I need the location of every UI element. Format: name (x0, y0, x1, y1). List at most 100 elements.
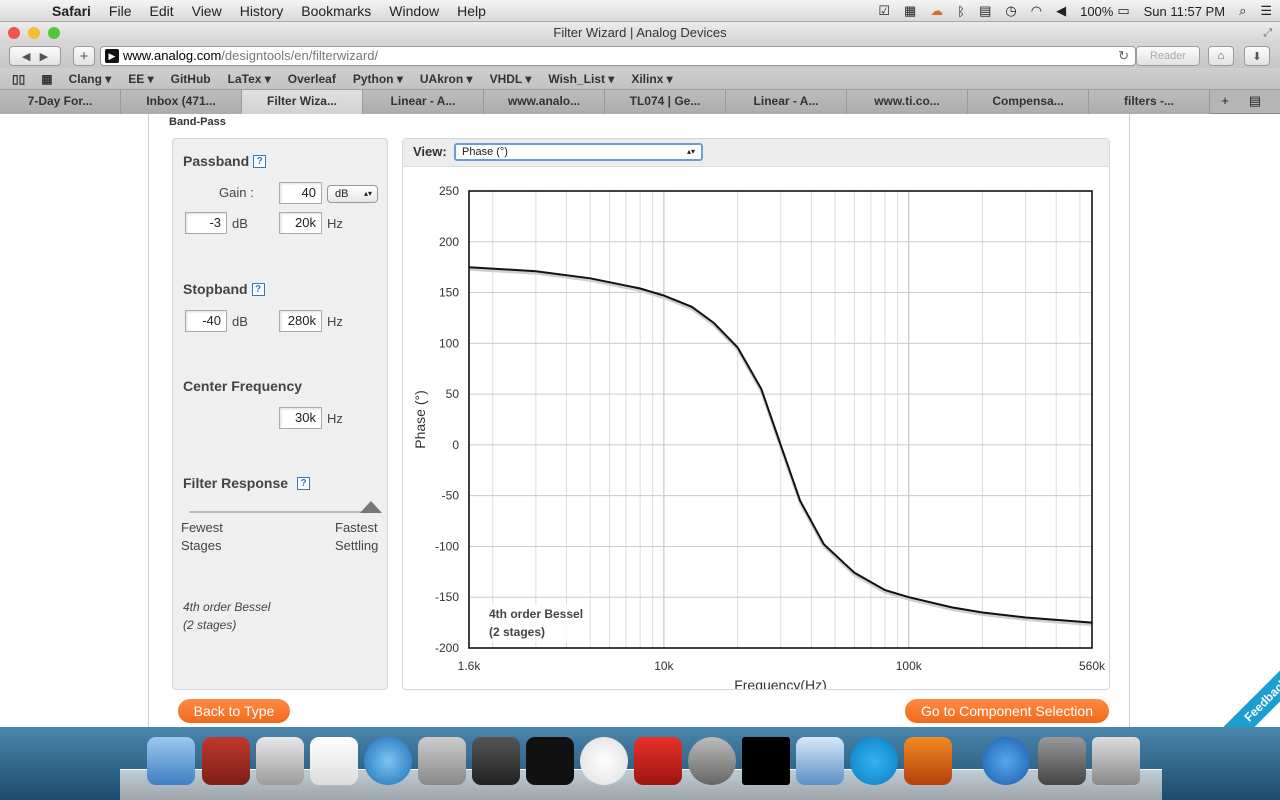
ytick-label: 200 (439, 235, 459, 249)
notification-center-icon[interactable]: ☰ (1260, 3, 1272, 18)
password-app-icon[interactable] (310, 737, 358, 785)
reload-icon[interactable]: ↻ (1118, 48, 1129, 63)
tab-7day-forecast[interactable]: 7-Day For... (0, 90, 121, 114)
filter-response-slider-track[interactable] (189, 511, 375, 513)
menu-app[interactable]: Safari (52, 2, 91, 19)
photos-stack-icon[interactable] (1038, 737, 1086, 785)
help-icon[interactable]: ? (253, 155, 267, 168)
terminal-icon[interactable] (526, 737, 574, 785)
forward-arrow-icon[interactable]: ▶ (39, 50, 49, 63)
activity-monitor-icon[interactable] (742, 737, 790, 785)
tab-compensation[interactable]: Compensa... (968, 90, 1089, 114)
grid-app-icon[interactable]: ▦ (904, 3, 917, 18)
clock[interactable]: Sun 11:57 PM (1143, 3, 1226, 19)
keyboard-icon[interactable]: ▤ (979, 3, 992, 18)
xilinx-icon[interactable] (634, 737, 682, 785)
matlab-icon[interactable] (904, 737, 952, 785)
battery-percent[interactable]: 100% (1080, 3, 1114, 19)
skype-icon[interactable] (850, 737, 898, 785)
center-frequency-input[interactable]: 30k (279, 407, 322, 429)
menu-history[interactable]: History (239, 2, 284, 19)
sublime-text-icon[interactable] (472, 737, 520, 785)
downloads-icon[interactable]: ⬇ (1244, 46, 1270, 66)
passband-frequency-input[interactable]: 20k (279, 212, 322, 234)
stopband-frequency-input[interactable]: 280k (279, 310, 322, 332)
tab-linear-1[interactable]: Linear - A... (363, 90, 484, 114)
finder-icon[interactable] (147, 737, 195, 785)
tab-filters[interactable]: filters -... (1089, 90, 1210, 114)
minimize-window-button[interactable] (28, 27, 40, 39)
add-tab-icon[interactable]: + (1221, 93, 1229, 108)
bluetooth-icon[interactable]: ᛒ (957, 3, 966, 19)
menu-view[interactable]: View (191, 2, 222, 19)
tab-www-ti[interactable]: www.ti.co... (847, 90, 968, 114)
tab-tl074[interactable]: TL074 | Ge... (605, 90, 726, 114)
bookmark-clang[interactable]: Clang ▾ (68, 71, 112, 86)
top-sites-icon[interactable]: ▦ (41, 71, 53, 86)
chart-ytick-labels: 250 200 150 100 50 0 -50 -100 -150 -200 (435, 184, 459, 655)
tab-www-analog[interactable]: www.analo... (484, 90, 605, 114)
xtick-label: 1.6k (458, 659, 482, 673)
network-app-icon[interactable] (796, 737, 844, 785)
gain-unit-select[interactable]: dB ▴▾ (327, 185, 378, 203)
trash-icon[interactable] (1092, 737, 1140, 785)
stopband-attenuation-input[interactable]: -40 (185, 310, 227, 332)
help-icon[interactable]: ? (297, 477, 311, 490)
wifi-icon[interactable]: ◠ (1030, 3, 1043, 18)
filter-wizard-page: Band-Pass Passband? Gain : 40 dB ▴▾ -3 dB… (148, 114, 1130, 727)
passband-attenuation-unit: dB (232, 216, 248, 231)
preview-icon[interactable] (256, 737, 304, 785)
back-to-type-button[interactable]: Back to Type (178, 699, 290, 723)
close-window-button[interactable] (8, 27, 20, 39)
volume-icon[interactable]: ◀ (1056, 3, 1067, 18)
reading-list-icon[interactable]: ▯▯ (12, 71, 26, 86)
battery-icon[interactable]: ▭ (1117, 3, 1130, 18)
time-machine-icon[interactable]: ◷ (1005, 3, 1017, 18)
view-select[interactable]: Phase (°) ▴▾ (454, 143, 703, 161)
github-icon[interactable] (580, 737, 628, 785)
passband-attenuation-input[interactable]: -3 (185, 212, 227, 234)
bookmark-overleaf[interactable]: Overleaf (287, 71, 336, 86)
gain-input[interactable]: 40 (279, 182, 322, 204)
zoom-window-button[interactable] (48, 27, 60, 39)
bookmark-python[interactable]: Python ▾ (352, 71, 403, 86)
home-icon[interactable]: ⌂ (1208, 46, 1234, 66)
spotlight-icon[interactable]: ⌕ (1239, 3, 1247, 18)
ytick-label: 150 (439, 286, 459, 300)
reader-button[interactable]: Reader (1136, 46, 1200, 66)
app-store-icon[interactable] (982, 737, 1030, 785)
dictionary-icon[interactable] (202, 737, 250, 785)
bookmark-vhdl[interactable]: VHDL ▾ (489, 71, 532, 86)
tab-inbox[interactable]: Inbox (471... (121, 90, 242, 114)
menu-bookmarks[interactable]: Bookmarks (301, 2, 372, 19)
safari-icon[interactable] (364, 737, 412, 785)
bookmark-ee[interactable]: EE ▾ (128, 71, 154, 86)
tab-overview-icon[interactable]: ▤ (1248, 93, 1262, 108)
go-to-component-selection-button[interactable]: Go to Component Selection (905, 699, 1109, 723)
ytick-label: -200 (435, 641, 459, 655)
tab-linear-2[interactable]: Linear - A... (726, 90, 847, 114)
cloud-icon[interactable]: ☁ (930, 3, 944, 18)
menu-help[interactable]: Help (457, 2, 486, 19)
feedback-tab[interactable]: Feedback (1212, 659, 1280, 727)
new-tab-button[interactable]: + (73, 46, 95, 66)
tab-filter-wizard[interactable]: Filter Wiza... (242, 90, 363, 114)
fullscreen-icon[interactable]: ⤢ (1263, 27, 1272, 39)
checkmark-icon[interactable]: ☑ (878, 3, 890, 18)
bookmark-latex[interactable]: LaTex ▾ (227, 71, 271, 86)
feedback-label[interactable]: Feedback (1215, 659, 1280, 727)
menu-window[interactable]: Window (389, 2, 440, 19)
address-bar[interactable]: ▶ www.analog.com/designtools/en/filterwi… (100, 46, 1136, 66)
system-preferences-icon[interactable] (688, 737, 736, 785)
back-forward-buttons[interactable]: ◀ ▶ (9, 46, 61, 66)
bookmark-github[interactable]: GitHub (170, 71, 211, 86)
filter-response-slider-thumb[interactable] (360, 501, 382, 513)
bookmark-wish-list[interactable]: Wish_List ▾ (548, 71, 615, 86)
calculator-icon[interactable] (418, 737, 466, 785)
help-icon[interactable]: ? (251, 283, 265, 296)
bookmark-uakron[interactable]: UAkron ▾ (419, 71, 473, 86)
menu-edit[interactable]: Edit (149, 2, 174, 19)
menu-file[interactable]: File (108, 2, 132, 19)
bookmark-xilinx[interactable]: Xilinx ▾ (631, 71, 673, 86)
back-arrow-icon[interactable]: ◀ (21, 50, 31, 63)
